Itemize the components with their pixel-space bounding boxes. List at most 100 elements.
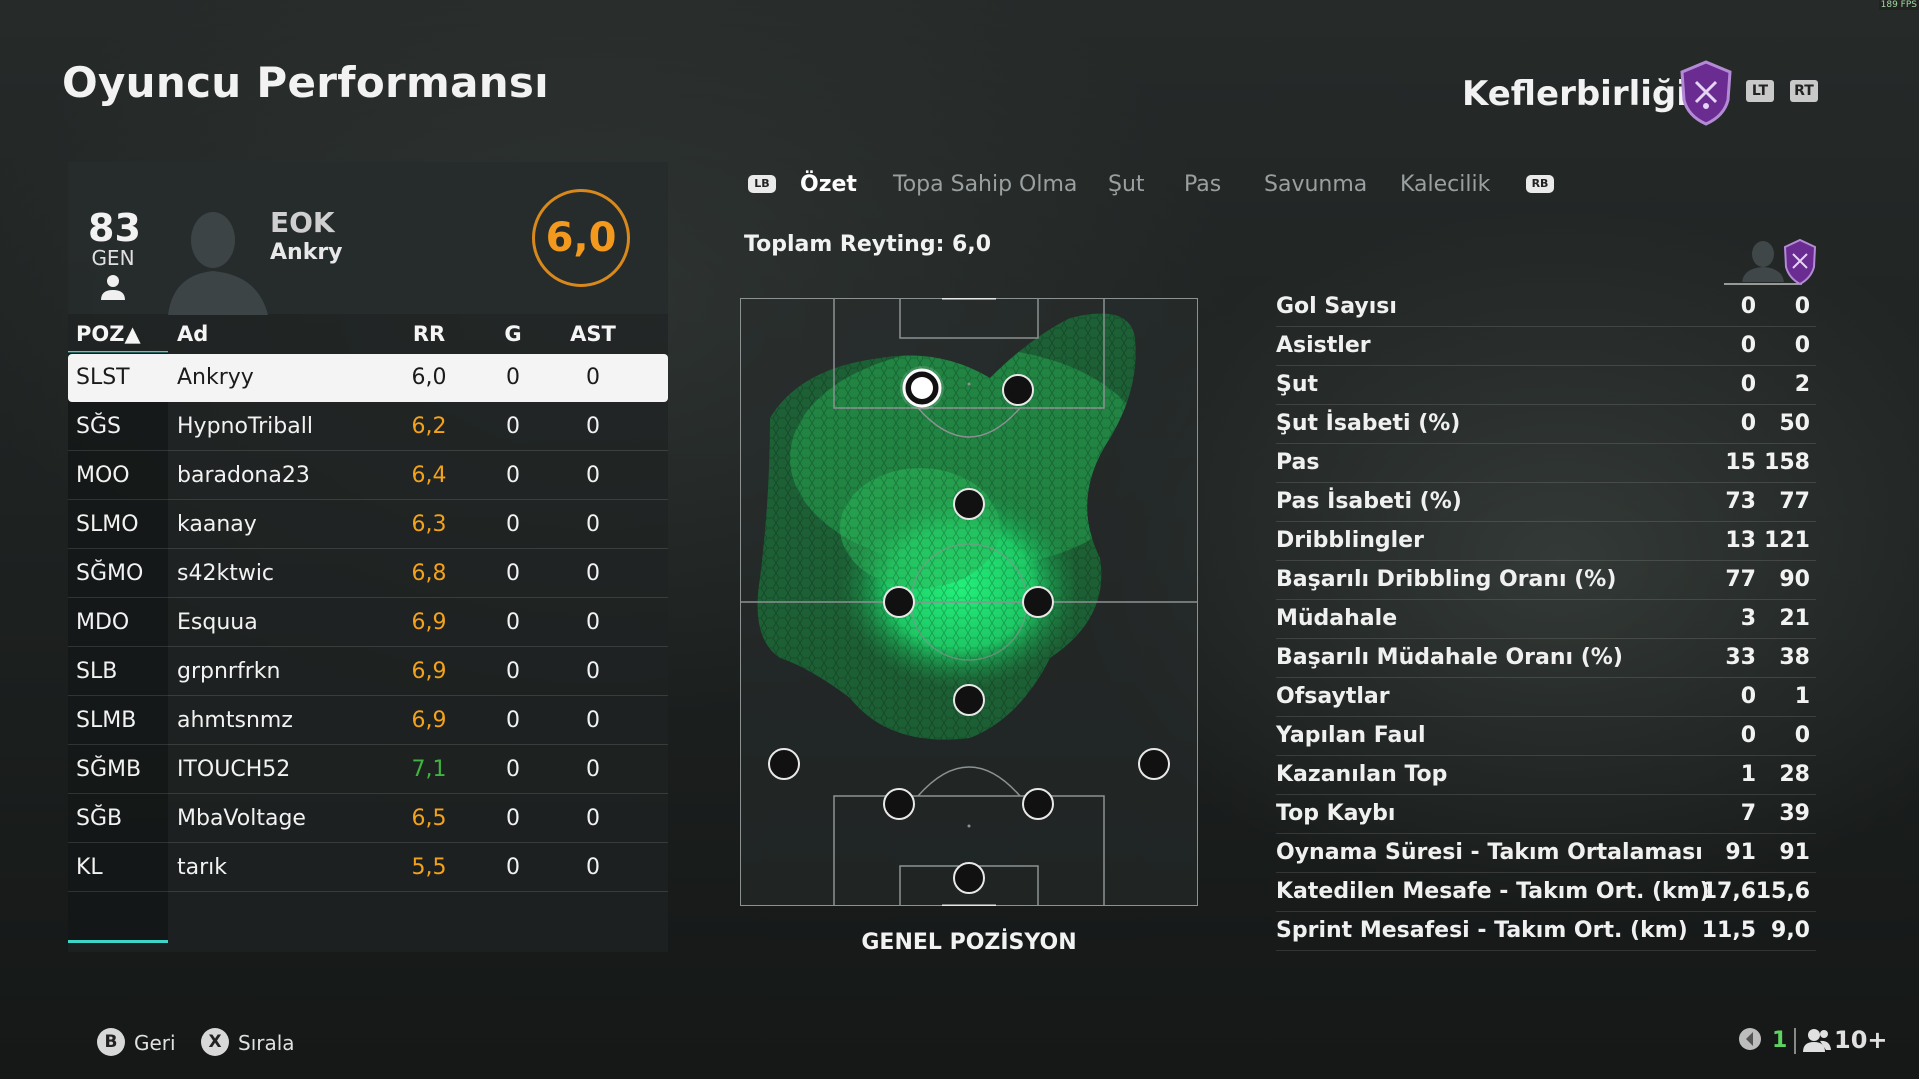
stat-label: Yapılan Faul (1276, 723, 1426, 748)
tab-pas[interactable]: Pas (1184, 172, 1222, 197)
row-rating: 6,9 (411, 708, 447, 733)
player-name: Ankry (270, 240, 343, 265)
row-rating: 6,2 (411, 414, 447, 439)
stat-row: Kazanılan Top 1 28 (1276, 756, 1816, 795)
row-position: SĞS (76, 414, 121, 439)
header-name[interactable]: Ad (177, 322, 209, 346)
stat-club-value: 0 (1794, 723, 1810, 748)
header-ast[interactable]: AST (570, 322, 616, 346)
stat-player-value: 91 (1725, 840, 1756, 865)
stat-label: Başarılı Dribbling Oranı (%) (1276, 567, 1617, 592)
table-row[interactable]: SLMO kaanay 6,3 0 0 (68, 501, 668, 549)
stat-row: Ofsaytlar 0 1 (1276, 678, 1816, 717)
tab-kalecilik[interactable]: Kalecilik (1400, 172, 1491, 197)
stat-label: Pas İsabeti (%) (1276, 489, 1462, 514)
header-g[interactable]: G (504, 322, 522, 346)
table-row[interactable]: SĞS HypnoTriball 6,2 0 0 (68, 403, 668, 451)
user-icon (101, 275, 125, 300)
stat-club-value: 2 (1794, 372, 1810, 397)
heatmap-pitch (740, 298, 1198, 906)
row-goals: 0 (506, 610, 520, 635)
stat-row: Top Kaybı 7 39 (1276, 795, 1816, 834)
row-position: SĞMO (76, 561, 144, 586)
stat-player-value: 0 (1740, 411, 1756, 436)
stat-club-value: 158 (1764, 450, 1810, 475)
row-assists: 0 (586, 414, 600, 439)
tab-topa-sahip-olma[interactable]: Topa Sahip Olma (893, 172, 1078, 197)
stat-player-value: 13 (1725, 528, 1756, 553)
row-assists: 0 (586, 463, 600, 488)
row-assists: 0 (586, 512, 600, 537)
stat-row: Asistler 0 0 (1276, 327, 1816, 366)
total-rating: Toplam Reyting: 6,0 (744, 232, 992, 257)
stat-club-value: 9,0 (1771, 918, 1810, 943)
stat-label: Top Kaybı (1276, 801, 1396, 826)
rt-trigger-icon[interactable]: RT (1790, 80, 1818, 102)
row-position: SĞB (76, 806, 123, 831)
stat-row: Başarılı Müdahale Oranı (%) 33 38 (1276, 639, 1816, 678)
stat-label: Ofsaytlar (1276, 684, 1390, 709)
row-name: Esquua (177, 610, 258, 635)
stat-label: Şut (1276, 372, 1319, 397)
tab-sut[interactable]: Şut (1108, 172, 1145, 197)
stat-player-value: 73 (1725, 489, 1756, 514)
table-row[interactable]: MDO Esquua 6,9 0 0 (68, 599, 668, 647)
stat-row: Gol Sayısı 0 0 (1276, 288, 1816, 327)
table-row[interactable]: KL tarık 5,5 0 0 (68, 844, 668, 892)
x-button-icon[interactable]: X (201, 1028, 229, 1056)
row-assists: 0 (586, 708, 600, 733)
tab-savunma[interactable]: Savunma (1264, 172, 1368, 197)
rb-bumper-icon[interactable]: RB (1526, 175, 1554, 193)
row-name: Ankryy (177, 365, 254, 390)
match-rating-value: 6,0 (545, 215, 617, 261)
stat-label: Asistler (1276, 333, 1371, 358)
table-row[interactable]: SĞMO s42ktwic 6,8 0 0 (68, 550, 668, 598)
row-name: baradona23 (177, 463, 310, 488)
stat-club-value: 28 (1779, 762, 1810, 787)
table-row[interactable]: SLST Ankryy 6,0 0 0 (68, 354, 668, 402)
club-name: Keflerbirliği (1462, 74, 1688, 114)
page-title: Oyuncu Performansı (62, 58, 549, 107)
header-rr[interactable]: RR (412, 322, 446, 346)
row-goals: 0 (506, 365, 520, 390)
row-rating: 5,5 (411, 855, 447, 880)
stat-row: Pas 15 158 (1276, 444, 1816, 483)
b-button-icon[interactable]: B (97, 1028, 125, 1056)
table-row[interactable]: SĞMB ITOUCH52 7,1 0 0 (68, 746, 668, 794)
row-goals: 0 (506, 806, 520, 831)
row-assists: 0 (586, 757, 600, 782)
party-count: 1 (1772, 1028, 1788, 1053)
row-name: MbaVoltage (177, 806, 306, 831)
lt-trigger-icon[interactable]: LT (1746, 80, 1774, 102)
table-row[interactable]: SLB grpnrfrkn 6,9 0 0 (68, 648, 668, 696)
row-goals: 0 (506, 659, 520, 684)
row-rating: 7,1 (411, 757, 447, 782)
header-poz[interactable]: POZ▲ (76, 322, 141, 346)
row-goals: 0 (506, 855, 520, 880)
tab-ozet[interactable]: Özet (800, 172, 857, 197)
stat-club-value: 38 (1779, 645, 1810, 670)
stat-player-value: 17,6 (1701, 879, 1756, 904)
stat-player-value: 3 (1740, 606, 1756, 631)
sort-label[interactable]: Sırala (238, 1031, 295, 1055)
club-crest-icon (1680, 60, 1732, 126)
table-header: POZ▲ Ad RR G AST (68, 318, 668, 352)
row-name: tarık (177, 855, 228, 880)
row-rating: 6,9 (411, 659, 447, 684)
stat-label: Müdahale (1276, 606, 1398, 631)
table-row[interactable]: MOO baradona23 6,4 0 0 (68, 452, 668, 500)
stat-club-value: 39 (1779, 801, 1810, 826)
stat-row: Pas İsabeti (%) 73 77 (1276, 483, 1816, 522)
row-goals: 0 (506, 708, 520, 733)
back-label[interactable]: Geri (134, 1031, 176, 1055)
overall-rating: 83 (88, 206, 141, 250)
players-icon (1803, 1029, 1831, 1052)
stat-club-value: 0 (1794, 294, 1810, 319)
row-assists: 0 (586, 855, 600, 880)
table-row[interactable]: SLMB ahmtsnmz 6,9 0 0 (68, 697, 668, 745)
stat-club-value: 0 (1794, 333, 1810, 358)
players-count: 10+ (1834, 1026, 1888, 1054)
lb-bumper-icon[interactable]: LB (748, 175, 776, 193)
table-row[interactable]: SĞB MbaVoltage 6,5 0 0 (68, 795, 668, 843)
stat-club-value: 1 (1794, 684, 1810, 709)
